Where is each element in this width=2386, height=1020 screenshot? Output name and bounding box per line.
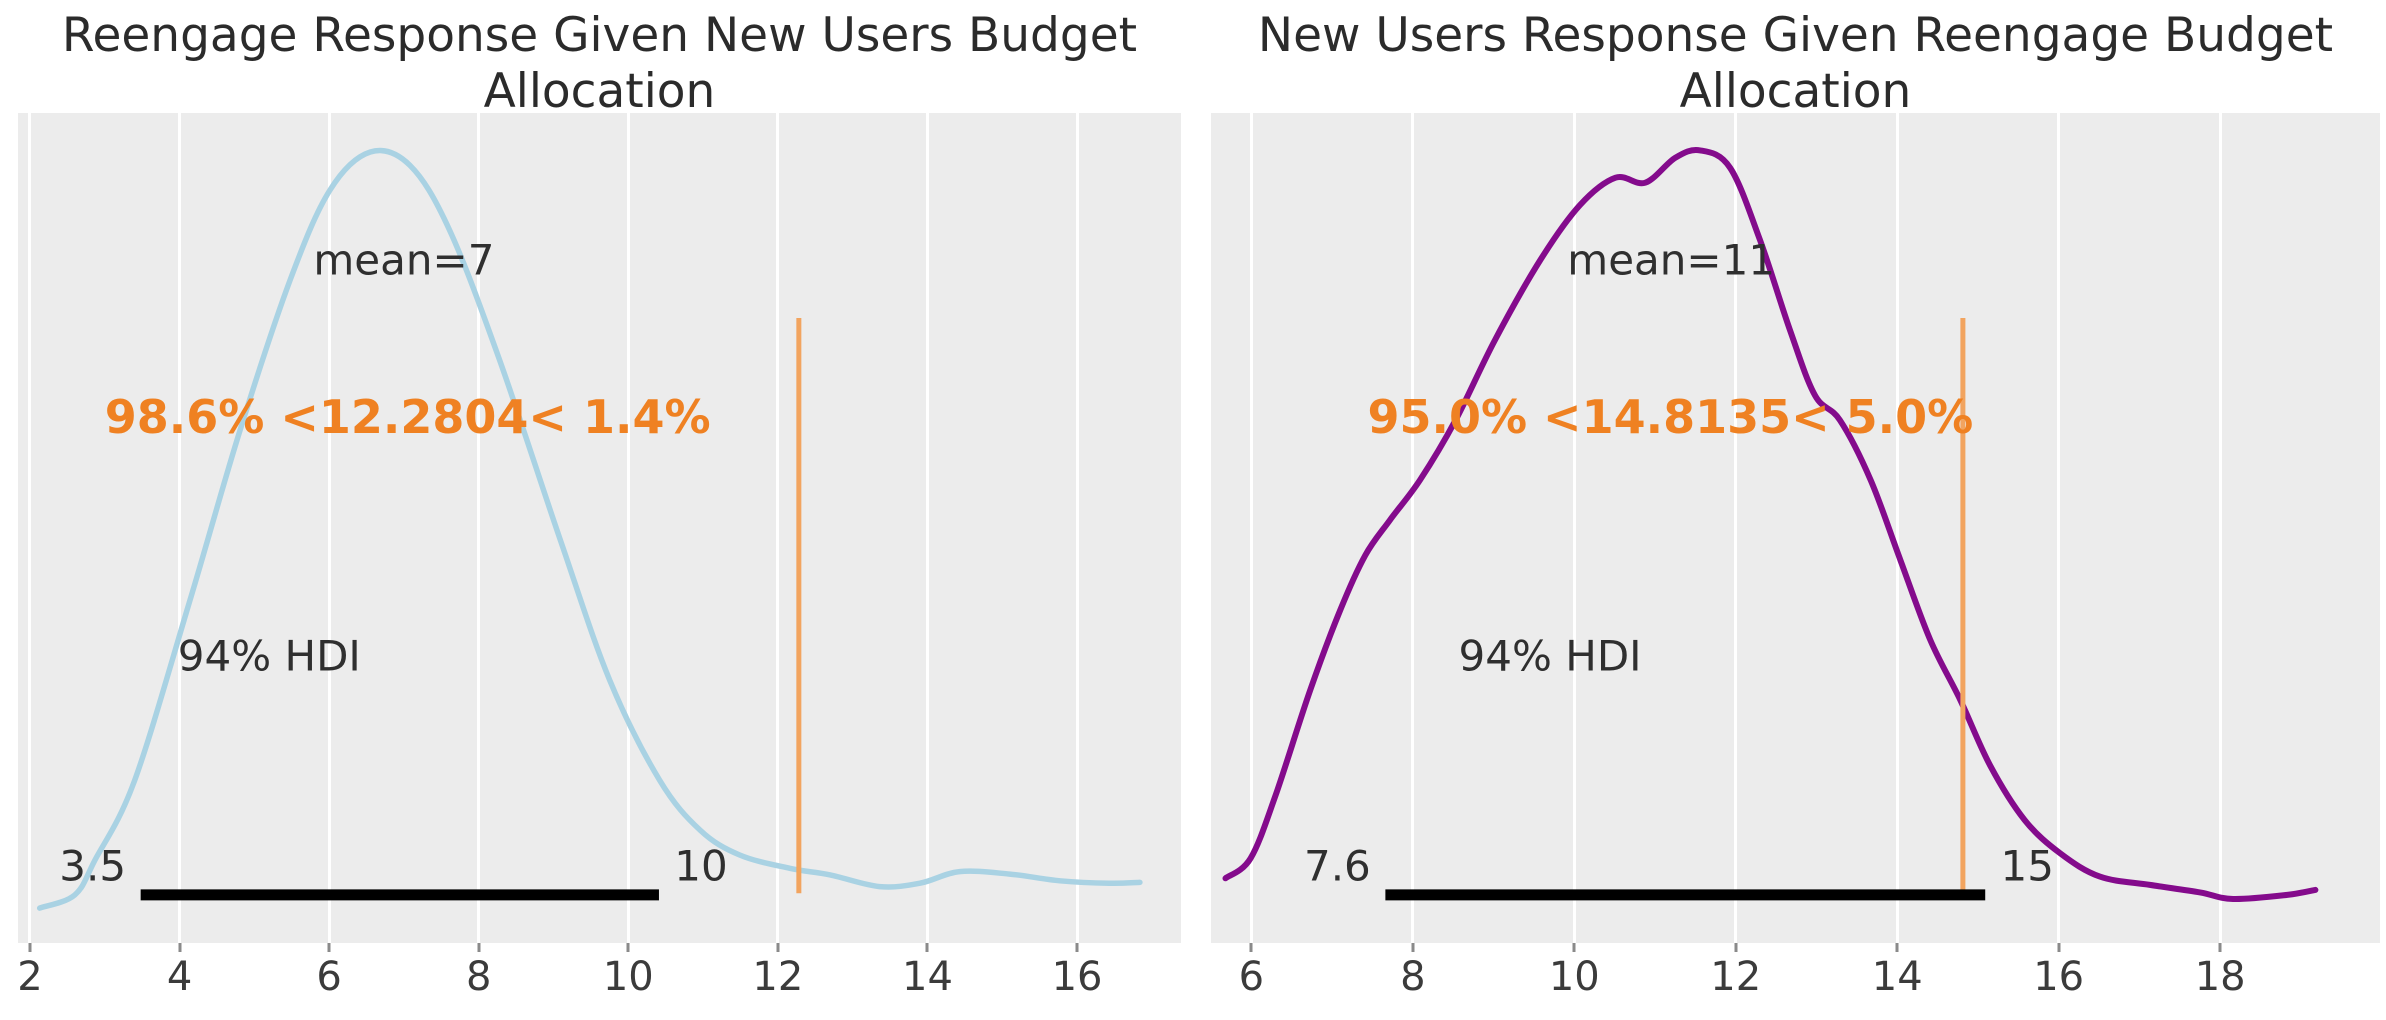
gridline — [1411, 113, 1415, 943]
hdi-lower-label: 7.6 — [1303, 841, 1371, 891]
mean-label: mean=7 — [313, 235, 495, 285]
x-tick-mark — [178, 943, 182, 952]
x-tick-mark — [1411, 943, 1415, 952]
x-tick-label: 6 — [1238, 954, 1265, 1000]
plot-title-right: New Users Response Given Reengage Budget… — [1257, 8, 2334, 120]
kde-curve — [1222, 147, 2319, 903]
plot-canvas — [1222, 147, 2319, 903]
x-tick-label: 4 — [166, 954, 193, 1000]
x-tick-mark — [1249, 943, 1253, 952]
x-tick-mark — [1572, 943, 1576, 952]
gridline — [626, 113, 630, 943]
ref-probability-label: 98.6% <12.2804< 1.4% — [104, 389, 711, 444]
kde-curve — [36, 147, 1143, 911]
x-tick-label: 2 — [17, 954, 43, 1000]
hdi-label: 94% HDI — [177, 631, 361, 681]
x-tick-mark — [925, 943, 929, 952]
gridline — [178, 113, 182, 943]
gridline — [477, 113, 481, 943]
plot-area-left: mean=7 98.6% <12.2804< 1.4% 94% HDI 3.5 10 — [18, 113, 1181, 943]
x-tick-label: 6 — [316, 954, 342, 1000]
gridline — [1249, 113, 1253, 943]
x-tick-mark — [1075, 943, 1079, 952]
ref-probability-label: 95.0% <14.8135< 5.0% — [1367, 389, 1974, 444]
x-tick-label: 14 — [1871, 954, 1923, 1000]
gridline — [2218, 113, 2222, 943]
gridline — [925, 113, 929, 943]
x-tick-label: 16 — [2033, 954, 2085, 1000]
plot-canvas — [36, 147, 1143, 911]
gridline — [2057, 113, 2061, 943]
hdi-upper-label: 15 — [2000, 841, 2054, 891]
x-tick-mark — [1734, 943, 1738, 952]
x-tick-mark — [28, 943, 32, 952]
plot-area-right: mean=11 95.0% <14.8135< 5.0% 94% HDI 7.6 15 — [1211, 113, 2380, 943]
gridline — [1572, 113, 1576, 943]
x-tick-label: 14 — [902, 954, 953, 1000]
x-tick-label: 12 — [1710, 954, 1762, 1000]
x-tick-label: 12 — [752, 954, 804, 1000]
x-tick-mark — [2218, 943, 2222, 952]
x-tick-label: 10 — [1548, 954, 1600, 1000]
x-tick-label: 8 — [465, 954, 492, 1000]
hdi-lower-label: 3.5 — [59, 841, 127, 891]
x-tick-label: 10 — [602, 954, 654, 1000]
x-tick-label: 8 — [1400, 954, 1426, 1000]
gridline — [327, 113, 331, 943]
gridline — [1734, 113, 1738, 943]
gridline — [1075, 113, 1079, 943]
gridline — [28, 113, 32, 943]
gridline — [776, 113, 780, 943]
x-tick-mark — [2057, 943, 2061, 952]
mean-label: mean=11 — [1567, 235, 1776, 285]
x-tick-mark — [327, 943, 331, 952]
plot-title-left: Reengage Response Given New Users Budget… — [61, 8, 1138, 120]
x-tick-mark — [776, 943, 780, 952]
x-tick-mark — [626, 943, 630, 952]
hdi-label: 94% HDI — [1458, 631, 1642, 681]
x-tick-label: 16 — [1051, 954, 1103, 1000]
x-tick-mark — [477, 943, 481, 952]
x-tick-mark — [1895, 943, 1899, 952]
x-tick-label: 18 — [2194, 954, 2246, 1000]
gridline — [1895, 113, 1899, 943]
hdi-upper-label: 10 — [674, 841, 728, 891]
